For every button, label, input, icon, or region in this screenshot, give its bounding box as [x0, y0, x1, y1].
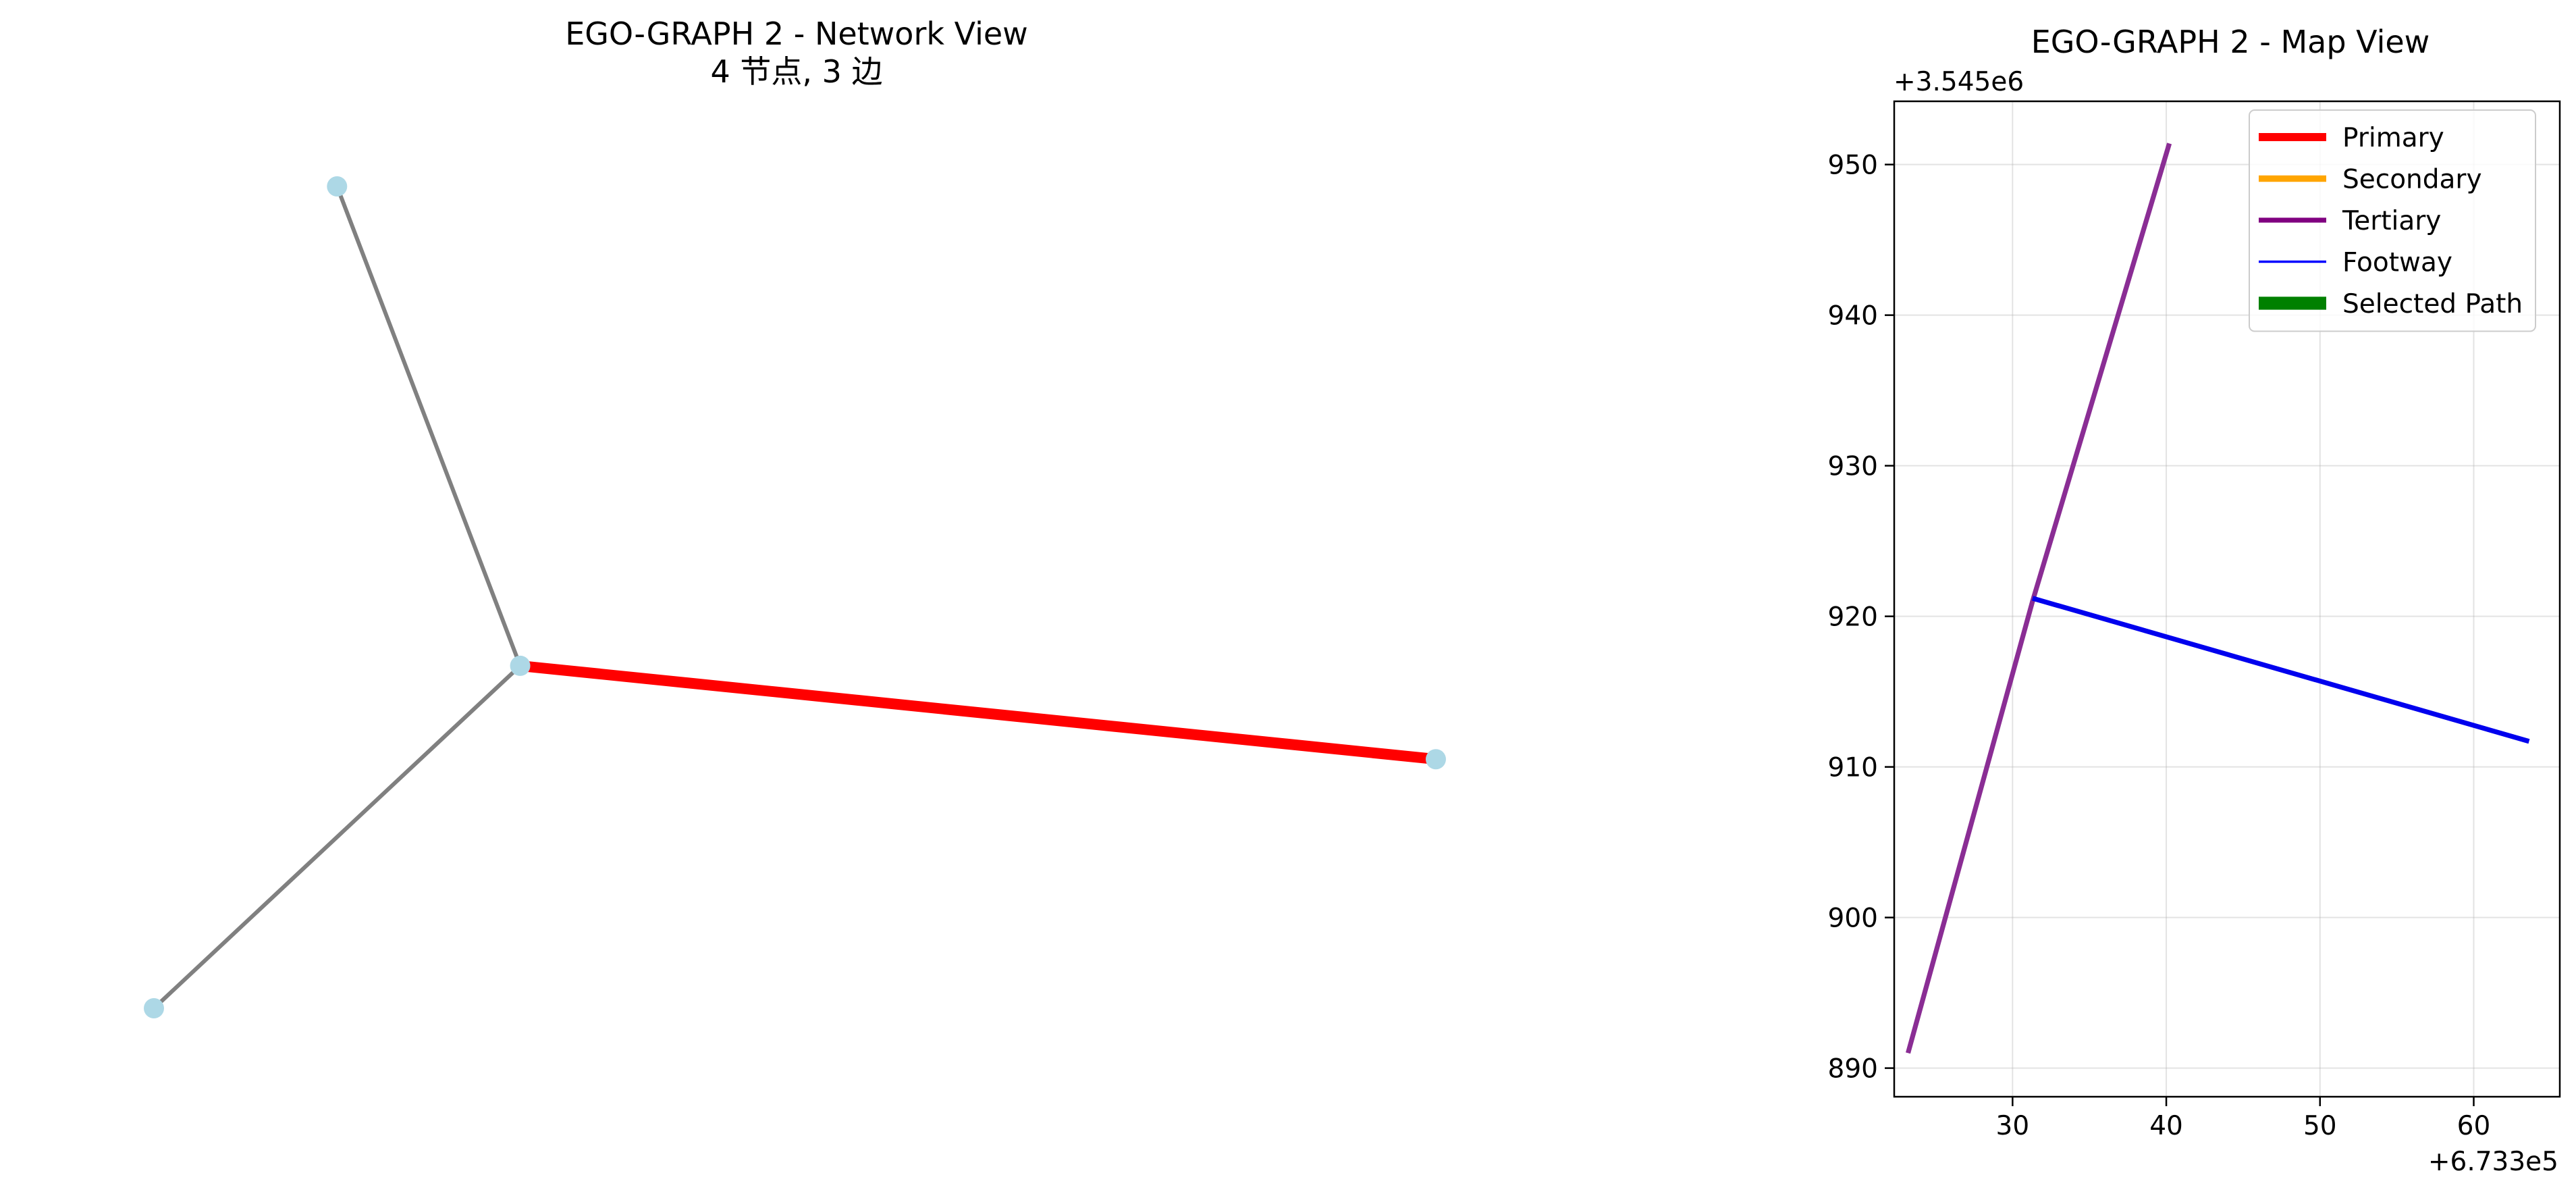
network-view-subtitle: 4 节点, 3 边 — [710, 53, 882, 90]
map-legend: Primary Secondary Tertiary Footway Selected … — [2249, 109, 2536, 332]
network-edges — [152, 185, 1437, 1010]
y-tick-label: 940 — [1828, 301, 1878, 332]
legend-label: Secondary — [2342, 165, 2482, 195]
network-node-2 — [1426, 749, 1446, 770]
network-view-panel: EGO-GRAPH 2 - Network View 4 节点, 3 边 — [144, 16, 1446, 1018]
map-plot-frame — [1893, 100, 2561, 1098]
x-axis-ticks: 30 40 50 60 — [1996, 1097, 2491, 1141]
x-tick-label: 60 — [2457, 1111, 2491, 1141]
network-view-title: EGO-GRAPH 2 - Network View — [565, 16, 1028, 52]
x-tick-label: 40 — [2149, 1111, 2183, 1141]
map-series-line-1 — [2031, 596, 2530, 744]
y-tick-label: 900 — [1828, 904, 1878, 934]
network-edge-0 — [335, 185, 522, 667]
y-axis-ticks: 890 900 910 920 930 940 950 — [1828, 151, 1894, 1085]
network-node-3 — [144, 998, 164, 1018]
y-tick-label: 950 — [1828, 151, 1878, 181]
network-node-0 — [327, 176, 348, 197]
y-tick-label: 910 — [1828, 753, 1878, 783]
network-edge-1 — [152, 664, 522, 1010]
map-view-title: EGO-GRAPH 2 - Map View — [2031, 24, 2430, 60]
map-series-line-0 — [1906, 142, 2172, 1054]
x-axis-offset-label: +6.733e5 — [2428, 1147, 2558, 1177]
map-series — [1906, 142, 2530, 1054]
y-tick-label: 890 — [1828, 1054, 1878, 1085]
network-edge-2 — [519, 660, 1437, 765]
y-tick-label: 930 — [1828, 452, 1878, 482]
y-tick-label: 920 — [1828, 602, 1878, 633]
y-axis-offset-label: +3.545e6 — [1894, 67, 2024, 97]
network-nodes — [144, 176, 1446, 1018]
x-tick-label: 30 — [1996, 1111, 2030, 1141]
legend-label: Selected Path — [2342, 289, 2523, 319]
map-view-panel: EGO-GRAPH 2 - Map View +3.545e6 +6.733e5… — [1828, 24, 2561, 1177]
legend-label: Footway — [2342, 248, 2452, 278]
legend-label: Primary — [2342, 123, 2444, 153]
network-node-1 — [510, 655, 531, 676]
x-tick-label: 50 — [2303, 1111, 2337, 1141]
legend-box — [2249, 109, 2536, 332]
legend-label: Tertiary — [2342, 206, 2441, 236]
